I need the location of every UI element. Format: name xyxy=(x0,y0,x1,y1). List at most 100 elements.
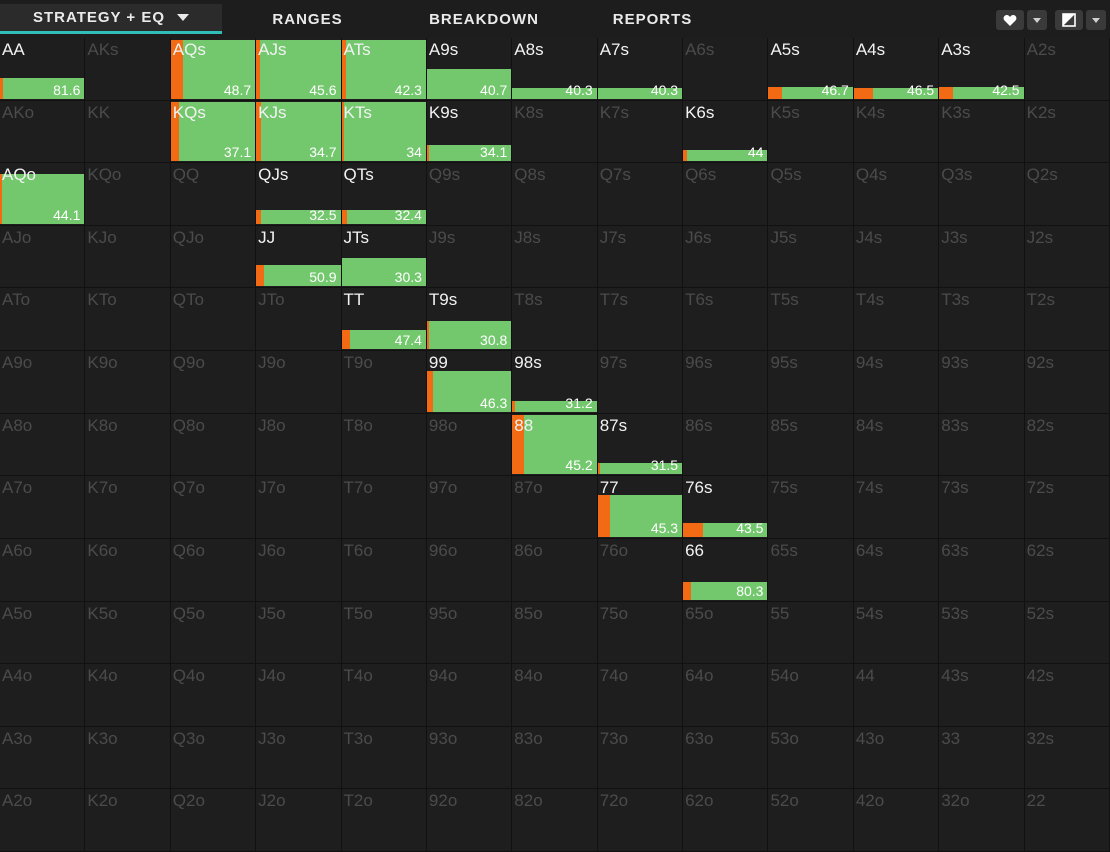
hand-cell-K5s[interactable]: K5s xyxy=(768,100,854,164)
hand-cell-73s[interactable]: 73s xyxy=(939,476,1025,539)
hand-cell-43s[interactable]: 43s xyxy=(939,664,1025,727)
hand-cell-AJo[interactable]: AJo xyxy=(0,225,86,289)
hand-cell-73o[interactable]: 73o xyxy=(597,726,684,790)
hand-cell-65o[interactable]: 65o xyxy=(683,601,769,665)
hand-cell-K5o[interactable]: K5o xyxy=(85,601,171,665)
hand-cell-J4s[interactable]: J4s xyxy=(853,225,940,289)
hand-cell-54s[interactable]: 54s xyxy=(853,601,940,665)
hand-cell-42o[interactable]: 42o xyxy=(853,789,940,852)
hand-cell-83o[interactable]: 83o xyxy=(512,726,598,790)
hand-cell-32o[interactable]: 32o xyxy=(939,789,1025,852)
hand-cell-TT[interactable]: TT 47.4 xyxy=(341,288,427,352)
hand-cell-T3s[interactable]: T3s xyxy=(939,288,1025,352)
hand-cell-64s[interactable]: 64s xyxy=(853,538,940,602)
hand-cell-J2s[interactable]: J2s xyxy=(1024,225,1110,289)
hand-cell-95o[interactable]: 95o xyxy=(426,601,513,665)
hand-cell-QJs[interactable]: QJs 32.5 xyxy=(256,163,342,226)
hand-cell-T2s[interactable]: T2s xyxy=(1024,288,1110,352)
hand-cell-A5s[interactable]: A5s 46.7 xyxy=(768,38,854,101)
hand-cell-K9o[interactable]: K9o xyxy=(85,351,171,414)
favorite-button[interactable] xyxy=(996,10,1024,30)
hand-cell-53o[interactable]: 53o xyxy=(768,726,854,790)
hand-cell-94s[interactable]: 94s xyxy=(853,351,940,414)
hand-cell-KJs[interactable]: KJs 34.7 xyxy=(256,100,342,164)
hand-cell-88[interactable]: 88 45.2 xyxy=(512,413,598,477)
hand-cell-ATs[interactable]: ATs 42.3 xyxy=(341,38,427,101)
hand-cell-K2s[interactable]: K2s xyxy=(1024,100,1110,164)
hand-cell-63s[interactable]: 63s xyxy=(939,538,1025,602)
hand-cell-J2o[interactable]: J2o xyxy=(256,789,342,852)
hand-cell-98o[interactable]: 98o xyxy=(426,413,513,477)
hand-cell-K8s[interactable]: K8s xyxy=(512,100,598,164)
hand-cell-J7s[interactable]: J7s xyxy=(597,225,684,289)
hand-cell-K8o[interactable]: K8o xyxy=(85,413,171,477)
tab-ranges[interactable]: RANGES xyxy=(250,4,365,34)
hand-cell-T4s[interactable]: T4s xyxy=(853,288,940,352)
hand-cell-A3o[interactable]: A3o xyxy=(0,726,86,790)
hand-cell-KTo[interactable]: KTo xyxy=(85,288,171,352)
hand-cell-82s[interactable]: 82s xyxy=(1024,413,1110,477)
view-dropdown-button[interactable] xyxy=(1086,10,1106,30)
hand-cell-KTs[interactable]: KTs 34 xyxy=(341,100,427,164)
hand-cell-A6s[interactable]: A6s xyxy=(683,38,769,101)
hand-cell-99[interactable]: 99 46.3 xyxy=(426,351,513,414)
chevron-down-icon[interactable] xyxy=(177,14,190,21)
hand-cell-KQs[interactable]: KQs 37.1 xyxy=(170,100,257,164)
hand-cell-62s[interactable]: 62s xyxy=(1024,538,1110,602)
hand-cell-A9o[interactable]: A9o xyxy=(0,351,86,414)
hand-cell-A4s[interactable]: A4s 46.5 xyxy=(853,38,940,101)
hand-cell-J7o[interactable]: J7o xyxy=(256,476,342,539)
hand-cell-72o[interactable]: 72o xyxy=(597,789,684,852)
hand-cell-A3s[interactable]: A3s 42.5 xyxy=(939,38,1025,101)
hand-cell-Q2s[interactable]: Q2s xyxy=(1024,163,1110,226)
hand-cell-J8o[interactable]: J8o xyxy=(256,413,342,477)
hand-cell-JTs[interactable]: JTs 30.3 xyxy=(341,225,427,289)
hand-cell-K7s[interactable]: K7s xyxy=(597,100,684,164)
hand-cell-82o[interactable]: 82o xyxy=(512,789,598,852)
hand-cell-75s[interactable]: 75s xyxy=(768,476,854,539)
hand-cell-Q5o[interactable]: Q5o xyxy=(170,601,257,665)
hand-cell-87o[interactable]: 87o xyxy=(512,476,598,539)
hand-cell-83s[interactable]: 83s xyxy=(939,413,1025,477)
hand-cell-Q9o[interactable]: Q9o xyxy=(170,351,257,414)
hand-cell-K4s[interactable]: K4s xyxy=(853,100,940,164)
hand-cell-Q7o[interactable]: Q7o xyxy=(170,476,257,539)
hand-cell-Q9s[interactable]: Q9s xyxy=(426,163,513,226)
hand-cell-J6o[interactable]: J6o xyxy=(256,538,342,602)
hand-cell-43o[interactable]: 43o xyxy=(853,726,940,790)
hand-cell-JJ[interactable]: JJ 50.9 xyxy=(256,225,342,289)
hand-cell-85s[interactable]: 85s xyxy=(768,413,854,477)
hand-cell-T2o[interactable]: T2o xyxy=(341,789,427,852)
hand-cell-JTo[interactable]: JTo xyxy=(256,288,342,352)
view-toggle-button[interactable] xyxy=(1055,10,1083,30)
hand-cell-Q8s[interactable]: Q8s xyxy=(512,163,598,226)
hand-cell-33[interactable]: 33 xyxy=(939,726,1025,790)
hand-cell-T7o[interactable]: T7o xyxy=(341,476,427,539)
hand-cell-K3s[interactable]: K3s xyxy=(939,100,1025,164)
hand-cell-J8s[interactable]: J8s xyxy=(512,225,598,289)
hand-cell-A2s[interactable]: A2s xyxy=(1024,38,1110,101)
hand-cell-93o[interactable]: 93o xyxy=(426,726,513,790)
hand-cell-Q2o[interactable]: Q2o xyxy=(170,789,257,852)
hand-cell-A5o[interactable]: A5o xyxy=(0,601,86,665)
hand-cell-J3o[interactable]: J3o xyxy=(256,726,342,790)
hand-cell-A7s[interactable]: A7s 40.3 xyxy=(597,38,684,101)
hand-cell-A9s[interactable]: A9s 40.7 xyxy=(426,38,513,101)
hand-cell-74o[interactable]: 74o xyxy=(597,664,684,727)
hand-cell-Q4s[interactable]: Q4s xyxy=(853,163,940,226)
hand-cell-T5s[interactable]: T5s xyxy=(768,288,854,352)
hand-cell-22[interactable]: 22 xyxy=(1024,789,1110,852)
hand-cell-84s[interactable]: 84s xyxy=(853,413,940,477)
hand-cell-96o[interactable]: 96o xyxy=(426,538,513,602)
hand-cell-KK[interactable]: KK xyxy=(85,100,171,164)
hand-cell-AKs[interactable]: AKs xyxy=(85,38,171,101)
hand-cell-T3o[interactable]: T3o xyxy=(341,726,427,790)
hand-cell-95s[interactable]: 95s xyxy=(768,351,854,414)
hand-cell-QQ[interactable]: QQ xyxy=(170,163,257,226)
hand-cell-AJs[interactable]: AJs 45.6 xyxy=(256,38,342,101)
hand-cell-AQs[interactable]: AQs 48.7 xyxy=(170,38,257,101)
hand-cell-63o[interactable]: 63o xyxy=(683,726,769,790)
hand-cell-A8o[interactable]: A8o xyxy=(0,413,86,477)
hand-cell-T4o[interactable]: T4o xyxy=(341,664,427,727)
tab-breakdown[interactable]: BREAKDOWN xyxy=(410,4,558,34)
